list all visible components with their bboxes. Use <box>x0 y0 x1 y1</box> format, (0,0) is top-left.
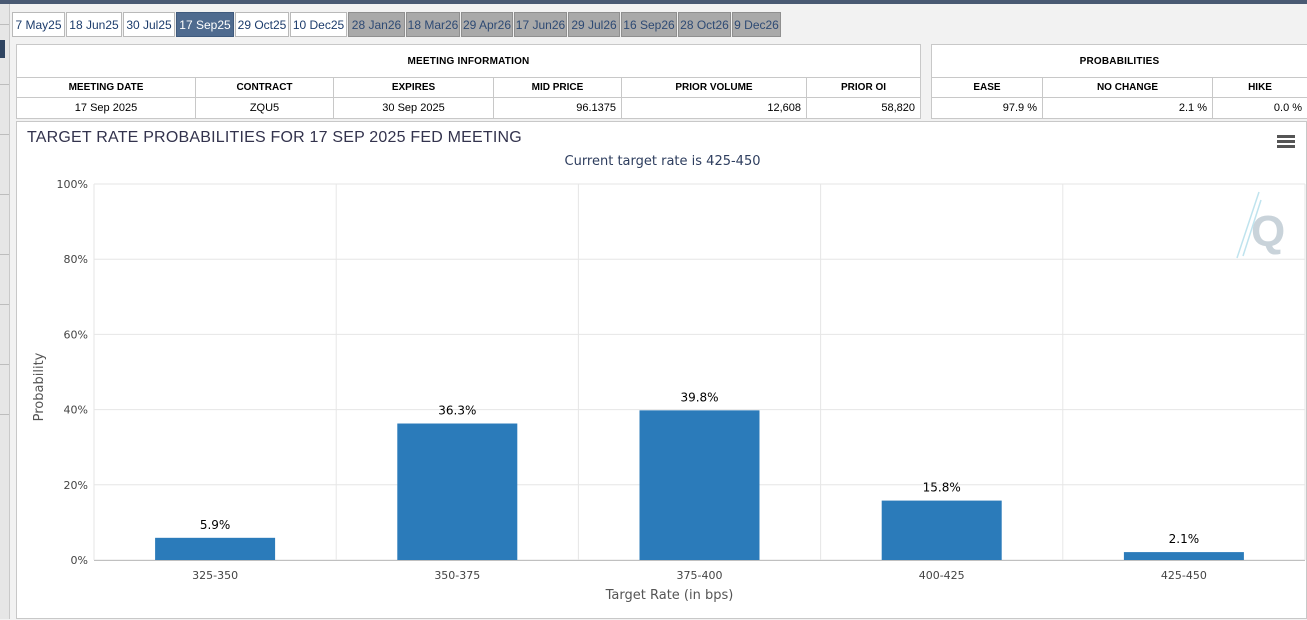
col-mid-price: MID PRICE <box>494 78 622 98</box>
hike-value: 0.0 % <box>1213 98 1307 119</box>
meeting-information-header: MEETING INFORMATION <box>17 45 921 78</box>
tab-10-dec25[interactable]: 10 Dec25 <box>290 12 347 37</box>
y-tick-label: 40% <box>64 404 88 417</box>
x-tick-label: 425-450 <box>1161 569 1207 582</box>
col-expires: EXPIRES <box>334 78 494 98</box>
data-label: 15.8% <box>923 481 961 495</box>
sidebar-divider <box>0 194 9 195</box>
chart-title: TARGET RATE PROBABILITIES FOR 17 SEP 202… <box>27 129 522 147</box>
sidebar-divider <box>0 84 9 85</box>
y-tick-label: 0% <box>71 554 88 567</box>
col-no-change: NO CHANGE <box>1043 78 1213 98</box>
col-meeting-date: MEETING DATE <box>17 78 196 98</box>
data-label: 39.8% <box>680 390 718 404</box>
tab-16-sep26[interactable]: 16 Sep26 <box>621 12 677 37</box>
no-change-value: 2.1 % <box>1043 98 1213 119</box>
chart-panel: 0% 20% 40% 60% 80% 100% 5.9% 325-350 36.3% 350-37… <box>16 121 1307 619</box>
col-prior-volume: PRIOR VOLUME <box>622 78 807 98</box>
contract-value: ZQU5 <box>196 98 334 119</box>
bar-375-400 <box>640 410 760 560</box>
chart-subtitle: Current target rate is 425-450 <box>17 154 1307 169</box>
sidebar-divider <box>0 304 9 305</box>
probabilities-header: PROBABILITIES <box>932 45 1307 78</box>
y-tick-label: 80% <box>64 253 88 266</box>
tab-17-jun26[interactable]: 17 Jun26 <box>514 12 567 37</box>
col-ease: EASE <box>932 78 1043 98</box>
x-tick-label: 325-350 <box>192 569 238 582</box>
y-tick-label: 100% <box>57 178 88 191</box>
sidebar-divider <box>0 254 9 255</box>
y-tick-label: 60% <box>64 328 88 341</box>
tab-17-sep25[interactable]: 17 Sep25 <box>176 12 234 37</box>
sidebar-divider <box>0 364 9 365</box>
sidebar-divider <box>0 134 9 135</box>
tab-29-oct25[interactable]: 29 Oct25 <box>235 12 289 37</box>
tab-18-mar26[interactable]: 18 Mar26 <box>406 12 460 37</box>
sidebar-divider <box>0 24 9 25</box>
tab-18-jun25[interactable]: 18 Jun25 <box>66 12 122 37</box>
mid-price-value: 96.1375 <box>494 98 622 119</box>
bar-325-350 <box>155 538 275 560</box>
tab-29-apr26[interactable]: 29 Apr26 <box>461 12 513 37</box>
meeting-information-table: MEETING INFORMATION MEETING DATE CONTRAC… <box>16 44 921 119</box>
col-prior-oi: PRIOR OI <box>807 78 921 98</box>
x-tick-label: 350-375 <box>434 569 480 582</box>
y-axis-title: Probability <box>32 352 47 421</box>
x-axis-title: Target Rate (in bps) <box>605 588 734 603</box>
prior-oi-value: 58,820 <box>807 98 921 119</box>
data-label: 5.9% <box>200 518 231 532</box>
data-label: 2.1% <box>1169 532 1200 546</box>
x-tick-label: 400-425 <box>919 569 965 582</box>
meeting-date-value: 17 Sep 2025 <box>17 98 196 119</box>
table-row: 17 Sep 2025 ZQU5 30 Sep 2025 96.1375 12,… <box>17 98 921 119</box>
bar-425-450 <box>1124 552 1244 560</box>
expires-value: 30 Sep 2025 <box>334 98 494 119</box>
bar-chart: 0% 20% 40% 60% 80% 100% 5.9% 325-350 36.3% 350-37… <box>17 122 1307 620</box>
sidebar-marker <box>0 40 5 58</box>
x-tick-label: 375-400 <box>677 569 723 582</box>
data-label: 36.3% <box>438 404 476 418</box>
bar-400-425 <box>882 501 1002 560</box>
prior-volume-value: 12,608 <box>622 98 807 119</box>
table-row: 97.9 % 2.1 % 0.0 % <box>932 98 1307 119</box>
col-hike: HIKE <box>1213 78 1307 98</box>
bar-350-375 <box>397 424 517 560</box>
col-contract: CONTRACT <box>196 78 334 98</box>
tab-7-may25[interactable]: 7 May25 <box>12 12 65 37</box>
svg-text:Q: Q <box>1251 207 1285 256</box>
left-sidebar-rail <box>0 4 10 619</box>
tab-28-oct26[interactable]: 28 Oct26 <box>678 12 731 37</box>
sidebar-divider <box>0 414 9 415</box>
y-tick-label: 20% <box>64 479 88 492</box>
tab-29-jul26[interactable]: 29 Jul26 <box>568 12 620 37</box>
top-window-edge <box>0 0 1307 4</box>
hamburger-icon[interactable] <box>1277 135 1295 149</box>
tab-9-dec26[interactable]: 9 Dec26 <box>732 12 781 37</box>
probabilities-table: PROBABILITIES EASE NO CHANGE HIKE 97.9 %… <box>931 44 1307 119</box>
tab-30-jul25[interactable]: 30 Jul25 <box>123 12 175 37</box>
ease-value: 97.9 % <box>932 98 1043 119</box>
q-logo-icon: Q <box>1231 190 1291 260</box>
tab-28-jan26[interactable]: 28 Jan26 <box>348 12 405 37</box>
